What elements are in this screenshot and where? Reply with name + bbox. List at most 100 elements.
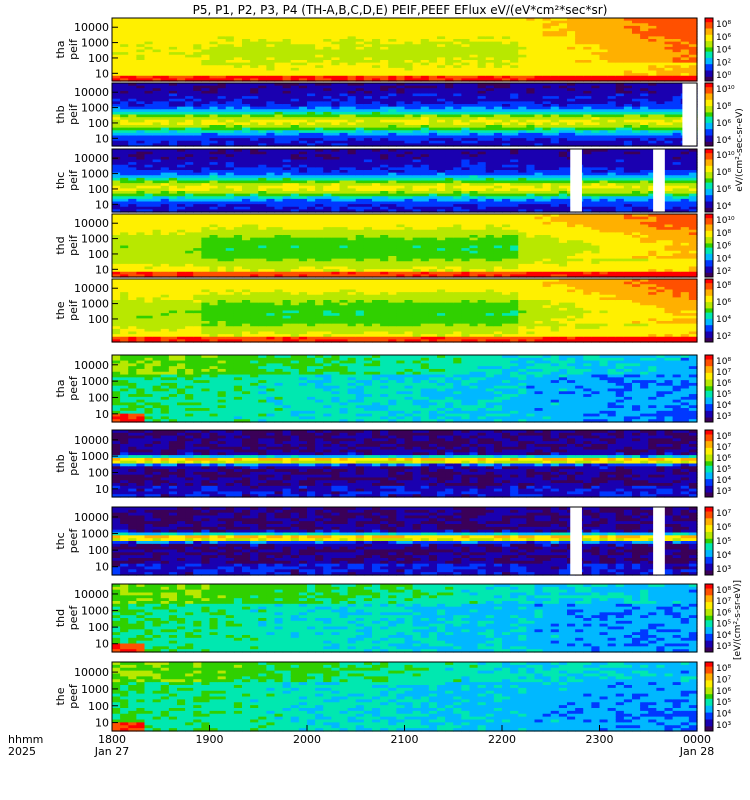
heatmap-cell (144, 75, 154, 79)
heatmap-cell (502, 70, 511, 74)
heatmap-cell (347, 57, 357, 61)
heatmap-cell (493, 36, 503, 40)
heatmap-cell (623, 25, 633, 30)
heatmap-cell (233, 36, 243, 40)
heatmap-cell (152, 60, 162, 64)
heatmap-cell (217, 28, 227, 32)
heatmap-cell (372, 67, 381, 72)
heatmap-cell (298, 31, 308, 35)
heatmap-cell (331, 46, 341, 51)
heatmap-cell (258, 36, 267, 40)
heatmap-cell (672, 62, 682, 66)
heatmap-cell (420, 39, 430, 43)
heatmap-cell (193, 49, 202, 53)
heatmap-cell (648, 52, 657, 56)
heatmap-cell (664, 54, 674, 58)
heatmap-cell (526, 67, 536, 72)
heatmap-cell (632, 60, 641, 64)
heatmap-cell (640, 65, 649, 69)
heatmap-cell (258, 54, 267, 58)
heatmap-cell (518, 44, 527, 48)
heatmap-cell (112, 23, 121, 27)
heatmap-cell (177, 57, 186, 61)
heatmap-cell (632, 33, 641, 37)
heatmap-cell (250, 57, 259, 61)
heatmap-cell (274, 39, 284, 43)
heatmap-cell (485, 75, 495, 79)
heatmap-cell (640, 75, 649, 79)
heatmap-cell (623, 31, 633, 35)
heatmap-cell (185, 62, 194, 66)
heatmap-cell (453, 52, 462, 56)
heatmap-cell (217, 41, 227, 45)
heatmap-cell (420, 46, 430, 51)
heatmap-cell (185, 25, 194, 30)
heatmap-cell (672, 39, 682, 43)
heatmap-cell (201, 23, 211, 27)
heatmap-cell (307, 78, 316, 82)
heatmap-cell (160, 28, 170, 32)
heatmap-cell (282, 70, 292, 74)
heatmap-cell (640, 60, 649, 64)
heatmap-cell (632, 28, 641, 32)
heatmap-cell (112, 109, 121, 113)
heatmap-cell (347, 36, 357, 40)
heatmap-cell (591, 41, 601, 45)
heatmap-cell (258, 18, 267, 22)
heatmap-cell (502, 54, 511, 58)
heatmap-cell (453, 70, 462, 74)
colorbar-step (705, 22, 713, 25)
heatmap-cell (120, 28, 129, 32)
heatmap-cell (347, 31, 357, 35)
heatmap-cell (477, 28, 487, 32)
heatmap-cell (331, 62, 341, 66)
heatmap-cell (607, 67, 617, 72)
heatmap-cell (502, 25, 511, 30)
heatmap-cell (347, 44, 357, 48)
heatmap-cell (623, 62, 633, 66)
heatmap-cell (331, 36, 341, 40)
heatmap-cell (437, 46, 446, 51)
heatmap-cell (315, 62, 324, 66)
heatmap-cell (177, 73, 186, 77)
heatmap-cell (209, 54, 219, 58)
heatmap-cell (664, 44, 674, 48)
heatmap-cell (120, 78, 129, 82)
heatmap-cell (347, 23, 357, 27)
heatmap-cell (225, 62, 235, 66)
heatmap-cell (453, 67, 462, 72)
heatmap-cell (534, 65, 544, 69)
heatmap-cell (558, 54, 568, 58)
heatmap-cell (542, 57, 552, 61)
heatmap-cell (250, 54, 259, 58)
heatmap-cell (461, 44, 471, 48)
heatmap-cell (664, 52, 674, 56)
heatmap-cell (209, 49, 219, 53)
heatmap-cell (542, 70, 552, 74)
heatmap-cell (160, 44, 170, 48)
heatmap-cell (120, 44, 129, 48)
heatmap-cell (648, 33, 657, 37)
heatmap-cell (672, 23, 682, 27)
heatmap-cell (664, 31, 674, 35)
heatmap-cell (225, 78, 235, 82)
heatmap-cell (550, 75, 560, 79)
heatmap-cell (420, 20, 430, 24)
heatmap-cell (372, 73, 381, 77)
heatmap-cell (558, 78, 568, 82)
heatmap-cell (355, 78, 365, 82)
heatmap-cell (591, 78, 601, 82)
heatmap-cell (193, 33, 202, 37)
heatmap-cell (266, 75, 276, 79)
heatmap-cell (355, 39, 365, 43)
heatmap-cell (453, 33, 462, 37)
heatmap-cell (372, 46, 381, 51)
heatmap-cell (575, 65, 584, 69)
heatmap-cell (217, 33, 227, 37)
heatmap-cell (526, 57, 536, 61)
heatmap-cell (583, 33, 592, 37)
y-label-line2: peif (67, 38, 80, 60)
heatmap-cell (461, 73, 471, 77)
heatmap-cell (656, 67, 666, 72)
